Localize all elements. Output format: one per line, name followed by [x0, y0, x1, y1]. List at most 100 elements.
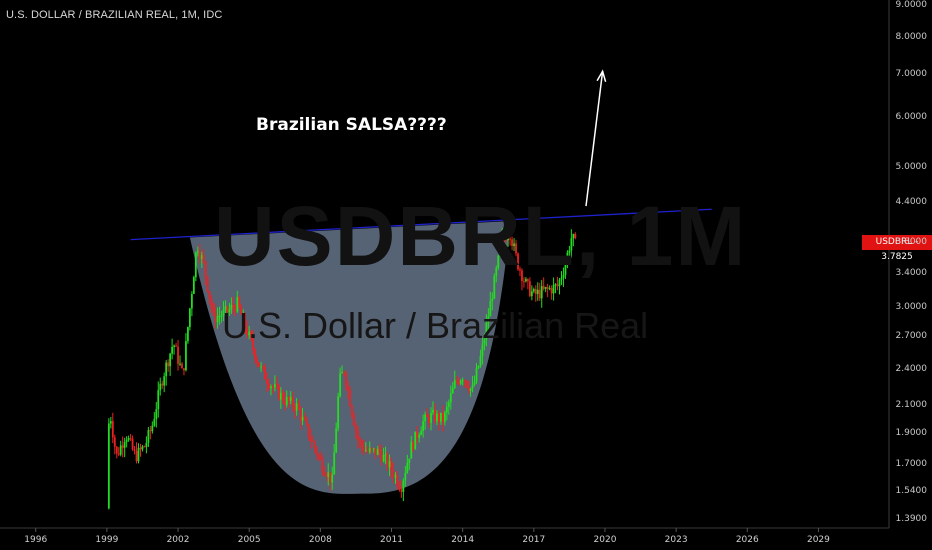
candle-body: [416, 431, 419, 438]
candle-body: [536, 289, 539, 295]
candle-body: [461, 380, 464, 382]
candle-body: [572, 233, 575, 239]
candle-body: [410, 442, 413, 459]
candle-body: [218, 315, 221, 317]
candle-body: [499, 246, 502, 256]
candle-body: [386, 454, 389, 468]
candle-body: [119, 445, 122, 455]
candle-body: [376, 448, 379, 455]
candle-body: [384, 454, 387, 456]
candle-body: [523, 281, 525, 283]
candle-body: [394, 475, 397, 478]
candle-body: [275, 384, 278, 386]
candle-body: [145, 442, 148, 447]
annotation-text[interactable]: Brazilian SALSA????: [256, 115, 447, 135]
candle-body: [341, 372, 343, 374]
candle-body: [562, 274, 565, 278]
candle-body: [396, 475, 399, 486]
candle-body: [301, 416, 304, 421]
x-tick-label: 2020: [593, 535, 617, 545]
candle-body: [222, 309, 225, 316]
candle-body: [463, 380, 466, 382]
breakout-arrow: [585, 71, 604, 207]
y-tick-label: 8.0000: [895, 32, 928, 43]
candle-body: [192, 277, 195, 294]
candle-body: [325, 474, 328, 478]
candle-body: [127, 438, 130, 441]
candle-body: [438, 413, 440, 422]
candle-body: [135, 451, 138, 462]
candle-body: [570, 238, 573, 251]
y-tick-label: 2.1000: [895, 400, 928, 411]
candle-body: [351, 406, 353, 416]
candle-body: [544, 287, 547, 289]
candle-body: [165, 362, 168, 377]
candle-body: [111, 421, 114, 438]
candle-body: [432, 409, 434, 413]
candle-body: [404, 472, 407, 481]
x-tick-label: 2023: [664, 535, 688, 545]
candle-body: [125, 440, 128, 443]
candle-body: [402, 480, 405, 492]
candle-body: [204, 261, 207, 277]
candle-body: [530, 291, 533, 297]
instrument-watermark: U.S. Dollar / Brazilian Real: [222, 305, 649, 346]
candle-body: [317, 454, 320, 456]
y-tick-label: 9.0000: [895, 0, 928, 10]
candle-body: [428, 416, 430, 423]
candle-body: [262, 366, 264, 368]
x-tick-label: 2017: [522, 535, 546, 545]
candle-body: [129, 438, 132, 440]
candle-body: [400, 489, 403, 492]
candle-body: [422, 421, 425, 431]
candle-body: [574, 233, 577, 239]
candle-body: [228, 309, 231, 313]
candle-body: [360, 440, 363, 446]
candle-body: [248, 331, 251, 336]
y-tick-label: 7.0000: [895, 69, 928, 80]
candle-body: [315, 448, 318, 455]
candle-body: [260, 366, 262, 368]
symbol-watermark: USDBRL, 1M: [214, 189, 748, 283]
candle-body: [412, 442, 415, 450]
candle-body: [457, 380, 460, 384]
candle-body: [208, 291, 211, 299]
candle-body: [183, 368, 185, 371]
candle-body: [250, 331, 253, 339]
candle-body: [398, 485, 401, 490]
candle-body: [277, 385, 280, 400]
candle-body: [451, 387, 454, 394]
candle-body: [252, 338, 255, 350]
x-tick-label: 1999: [95, 535, 119, 545]
candle-body: [273, 384, 276, 388]
candle-body: [511, 239, 513, 247]
candle-body: [285, 397, 288, 405]
candle-body: [309, 437, 312, 441]
candle-body: [270, 386, 272, 389]
candle-body: [532, 289, 535, 292]
candle-body: [521, 270, 523, 282]
cup-fill: [189, 221, 511, 494]
candle-body: [323, 471, 326, 475]
candle-body: [540, 286, 543, 299]
x-tick-label: 2029: [806, 535, 830, 545]
candle-body: [534, 289, 537, 295]
candle-body: [149, 430, 152, 432]
candle-body: [187, 327, 189, 342]
y-tick-label: 1.5400: [895, 485, 928, 496]
candle-body: [137, 447, 140, 462]
candle-body: [345, 373, 347, 387]
candle-body: [418, 434, 421, 438]
candle-body: [390, 461, 393, 471]
candle-body: [339, 373, 342, 397]
candle-body: [503, 235, 506, 237]
candle-body: [147, 430, 150, 443]
candle-body: [546, 287, 549, 289]
candle-body: [240, 306, 243, 315]
x-tick-label: 2026: [735, 535, 759, 545]
candle-body: [238, 297, 241, 307]
candle-body: [509, 238, 511, 240]
y-tick-label: 1.9000: [895, 427, 928, 438]
candle-body: [161, 383, 164, 386]
